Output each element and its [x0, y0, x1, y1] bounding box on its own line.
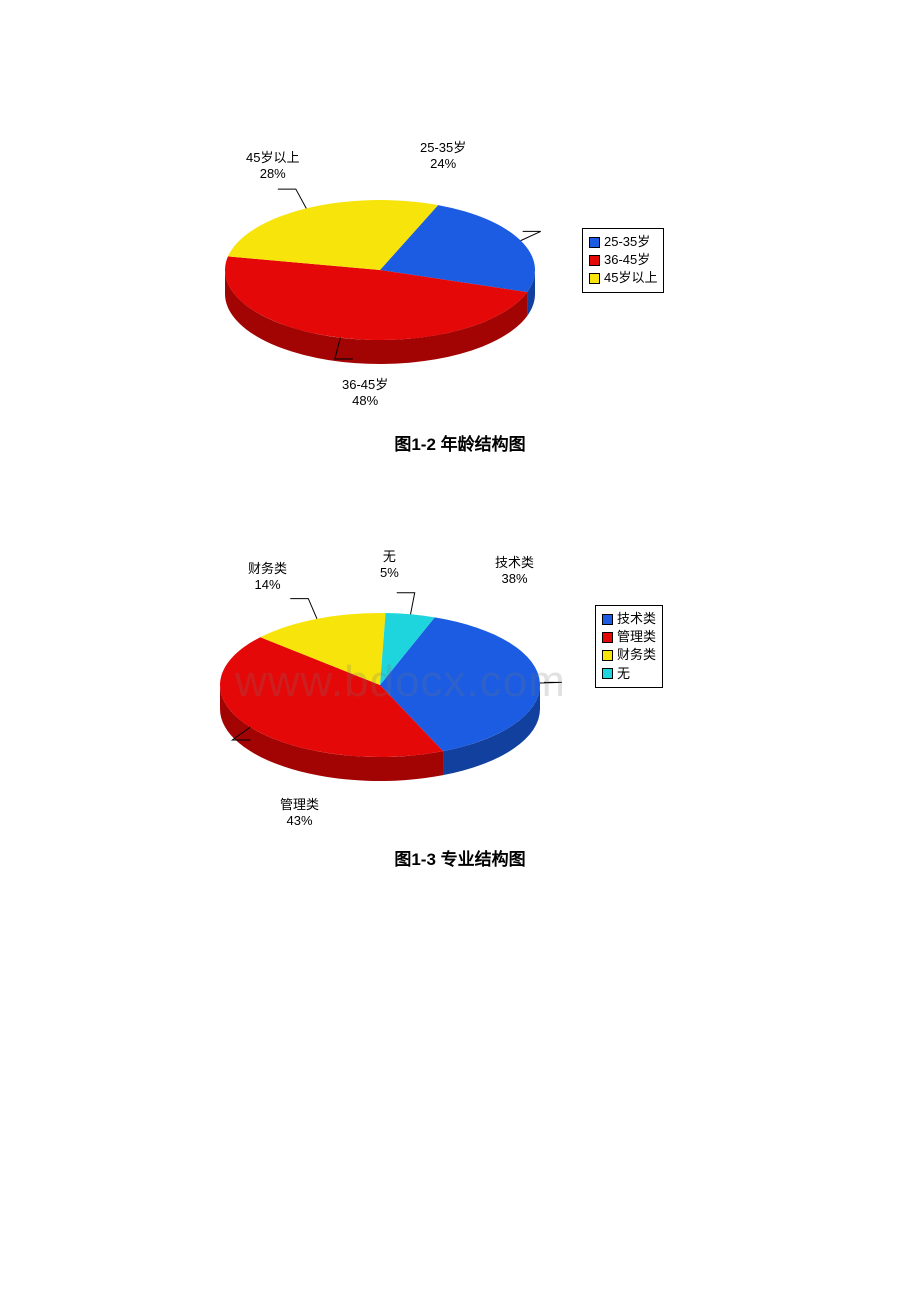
slice-label: 无5%: [380, 549, 399, 582]
slice-percent: 48%: [342, 393, 388, 409]
slice-percent: 38%: [495, 571, 534, 587]
legend-swatch: [589, 255, 600, 266]
slice-name: 45岁以上: [246, 150, 299, 166]
legend-item: 技术类: [602, 610, 656, 628]
chart1-legend: 25-35岁36-45岁45岁以上: [582, 228, 664, 293]
legend-label: 36-45岁: [604, 251, 650, 269]
legend-swatch: [589, 237, 600, 248]
legend-label: 45岁以上: [604, 269, 657, 287]
legend-item: 25-35岁: [589, 233, 657, 251]
legend-swatch: [602, 650, 613, 661]
slice-label: 45岁以上28%: [246, 150, 299, 183]
slice-name: 技术类: [495, 555, 534, 571]
chart1-area: 25-35岁36-45岁45岁以上 25-35岁24%36-45岁48%45岁以…: [0, 130, 920, 400]
legend-item: 无: [602, 665, 656, 683]
legend-item: 36-45岁: [589, 251, 657, 269]
slice-label: 技术类38%: [495, 555, 534, 588]
slice-percent: 43%: [280, 813, 319, 829]
slice-percent: 5%: [380, 565, 399, 581]
slice-name: 36-45岁: [342, 377, 388, 393]
slice-percent: 14%: [248, 577, 287, 593]
chart2-svg: [0, 545, 920, 845]
slice-label: 管理类43%: [280, 797, 319, 830]
legend-label: 25-35岁: [604, 233, 650, 251]
chart2-block: 技术类管理类财务类无 技术类38%管理类43%财务类14%无5% www.bdo…: [0, 545, 920, 870]
slice-name: 管理类: [280, 797, 319, 813]
chart2-area: 技术类管理类财务类无 技术类38%管理类43%财务类14%无5% www.bdo…: [0, 545, 920, 815]
legend-label: 无: [617, 665, 630, 683]
chart1-block: 25-35岁36-45岁45岁以上 25-35岁24%36-45岁48%45岁以…: [0, 130, 920, 455]
slice-label: 36-45岁48%: [342, 377, 388, 410]
slice-percent: 28%: [246, 166, 299, 182]
chart2-legend: 技术类管理类财务类无: [595, 605, 663, 688]
legend-swatch: [602, 614, 613, 625]
chart1-svg: [0, 130, 920, 430]
slice-name: 25-35岁: [420, 140, 466, 156]
chart1-caption: 图1-2 年龄结构图: [0, 430, 920, 455]
chart2-caption: 图1-3 专业结构图: [0, 845, 920, 870]
legend-label: 技术类: [617, 610, 656, 628]
legend-swatch: [602, 632, 613, 643]
legend-item: 45岁以上: [589, 269, 657, 287]
slice-label: 财务类14%: [248, 561, 287, 594]
slice-name: 无: [380, 549, 399, 565]
slice-percent: 24%: [420, 156, 466, 172]
legend-item: 管理类: [602, 628, 656, 646]
legend-label: 管理类: [617, 628, 656, 646]
page: 25-35岁36-45岁45岁以上 25-35岁24%36-45岁48%45岁以…: [0, 0, 920, 1302]
legend-swatch: [589, 273, 600, 284]
legend-label: 财务类: [617, 646, 656, 664]
legend-item: 财务类: [602, 646, 656, 664]
slice-name: 财务类: [248, 561, 287, 577]
slice-label: 25-35岁24%: [420, 140, 466, 173]
legend-swatch: [602, 668, 613, 679]
